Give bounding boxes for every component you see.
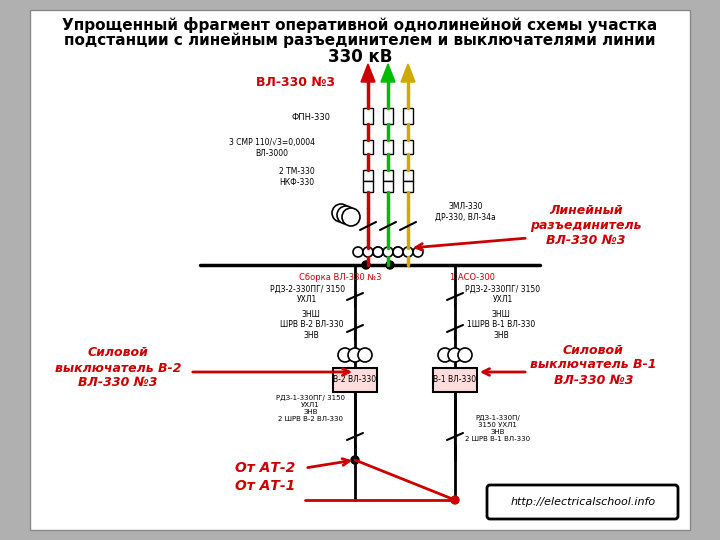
Text: Силовой
выключатель В-1
ВЛ-330 №3: Силовой выключатель В-1 ВЛ-330 №3 [530,343,657,387]
Circle shape [393,247,403,257]
Polygon shape [401,64,415,82]
Circle shape [373,247,383,257]
Bar [383,181,393,192]
Text: ЗМЛ-330
ДР-330, ВЛ-34а: ЗМЛ-330 ДР-330, ВЛ-34а [435,202,496,222]
Bar [333,368,377,392]
Circle shape [338,348,352,362]
Circle shape [358,348,372,362]
Circle shape [332,204,350,222]
Bar [403,108,413,124]
Bar [363,140,373,154]
Bar [363,108,373,124]
Circle shape [448,348,462,362]
Text: РДЗ-2-330ПГ/ 3150
УХЛ1: РДЗ-2-330ПГ/ 3150 УХЛ1 [465,285,540,305]
Circle shape [348,348,362,362]
Text: От АТ-1: От АТ-1 [235,479,295,493]
Text: подстанции с линейным разъединителем и выключателями линии: подстанции с линейным разъединителем и в… [64,32,656,48]
Bar [383,140,393,154]
Circle shape [386,261,394,269]
Text: ФПН-330: ФПН-330 [291,112,330,122]
Circle shape [438,348,452,362]
Circle shape [383,247,393,257]
Text: Линейный
разъединитель
ВЛ-330 №3: Линейный разъединитель ВЛ-330 №3 [530,204,642,246]
Text: В-1 ВЛ-330: В-1 ВЛ-330 [433,375,477,384]
Text: Силовой
выключатель В-2
ВЛ-330 №3: Силовой выключатель В-2 ВЛ-330 №3 [55,347,181,389]
Bar [363,170,373,181]
Circle shape [351,456,359,464]
Text: ЗНШ
ШРВ В-2 ВЛ-330
ЗНВ: ЗНШ ШРВ В-2 ВЛ-330 ЗНВ [279,310,343,340]
Circle shape [403,247,413,257]
Text: 330 кВ: 330 кВ [328,48,392,66]
Circle shape [451,496,459,504]
Text: ВЛ-330 №3: ВЛ-330 №3 [256,77,335,90]
Circle shape [362,261,370,269]
Text: http://electricalschool.info: http://electricalschool.info [510,497,656,507]
Text: ЗНШ
1ШРВ В-1 ВЛ-330
ЗНВ: ЗНШ 1ШРВ В-1 ВЛ-330 ЗНВ [467,310,535,340]
Bar [403,181,413,192]
Text: 3 СМР 110/√3=0,0004
ВЛ-3000: 3 СМР 110/√3=0,0004 ВЛ-3000 [229,138,315,158]
Circle shape [353,247,363,257]
Text: Сборка ВЛ-330 №3: Сборка ВЛ-330 №3 [299,273,382,282]
Text: РДЗ-1-330ПГ/ 3150
УХЛ1
ЗНВ
2 ШРВ В-2 ВЛ-330: РДЗ-1-330ПГ/ 3150 УХЛ1 ЗНВ 2 ШРВ В-2 ВЛ-… [276,395,345,422]
FancyBboxPatch shape [487,485,678,519]
Bar [363,181,373,192]
FancyBboxPatch shape [30,10,690,530]
Polygon shape [361,64,375,82]
Polygon shape [381,64,395,82]
Text: От АТ-2: От АТ-2 [235,461,295,475]
Bar [403,170,413,181]
Circle shape [373,247,383,257]
Text: В-2 ВЛ-330: В-2 ВЛ-330 [333,375,377,384]
Circle shape [342,208,360,226]
Circle shape [458,348,472,362]
Circle shape [413,247,423,257]
Text: РДЗ-2-330ПГ/ 3150
УХЛ1: РДЗ-2-330ПГ/ 3150 УХЛ1 [270,285,345,305]
Bar [383,170,393,181]
Text: 1 АСО-300: 1 АСО-300 [450,273,495,282]
Bar [383,108,393,124]
Bar [403,140,413,154]
Text: РДЗ-1-330П/
3150 УХЛ1
ЗНВ
2 ШРВ В-1 ВЛ-330: РДЗ-1-330П/ 3150 УХЛ1 ЗНВ 2 ШРВ В-1 ВЛ-3… [465,415,530,442]
Circle shape [337,206,355,224]
Text: Упрощенный фрагмент оперативной однолинейной схемы участка: Упрощенный фрагмент оперативной однолине… [63,17,657,33]
Bar [433,368,477,392]
Text: 2 ТМ-330
НКФ-330: 2 ТМ-330 НКФ-330 [279,167,315,187]
Circle shape [393,247,403,257]
Circle shape [363,247,373,257]
